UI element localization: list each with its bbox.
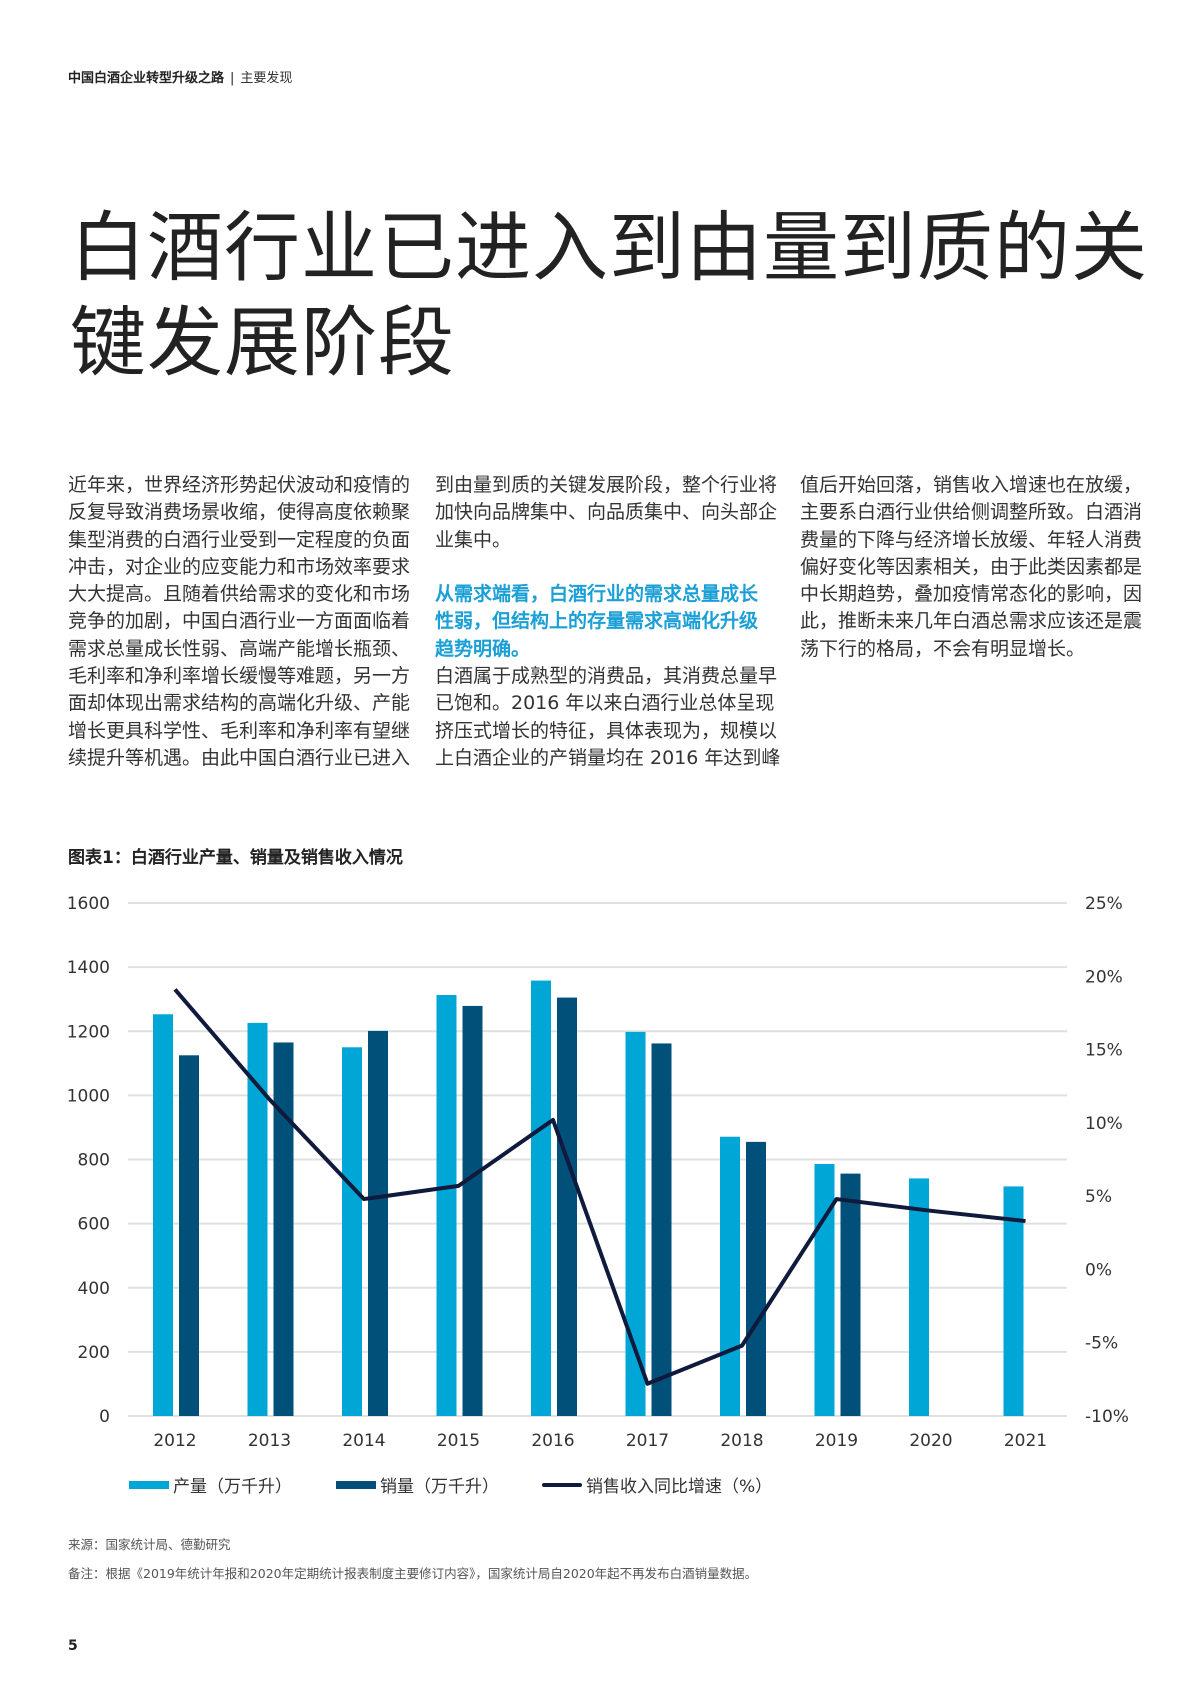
- x-axis-tick-label: 2015: [437, 1431, 480, 1451]
- text-line: 已饱和。2016 年以来白酒行业总体呈现: [435, 692, 775, 715]
- x-axis-tick-label: 2019: [815, 1431, 858, 1451]
- bar-production: [814, 1163, 835, 1416]
- text-line: 中长期趋势，叠加疫情常态化的影响，因: [800, 583, 1143, 606]
- right-axis-tick-label: 5%: [1085, 1187, 1112, 1207]
- bar-sales: [746, 1141, 766, 1416]
- legend-label: 销量（万千升）: [380, 1477, 499, 1497]
- text-line: 大大提高。且随着供给需求的变化和市场: [68, 583, 411, 606]
- left-axis-tick-label: 0: [99, 1407, 110, 1427]
- bar-sales: [651, 1043, 672, 1416]
- source-note: 来源：国家统计局、德勤研究: [68, 1537, 231, 1552]
- text-line: 毛利率和净利率增长缓慢等难题，另一方: [68, 665, 411, 688]
- text-line: 费量的下降与经济增长放缓、年轻人消费: [800, 528, 1143, 551]
- bar-production: [531, 980, 551, 1416]
- highlight-line: 性弱，但结构上的存量需求高端化升级: [435, 610, 759, 633]
- bar-production: [153, 1014, 173, 1416]
- body-column-2: 到由量到质的关键发展阶段，整个行业将 加快向品牌集中、向品质集中、向头部企 业集中。…: [435, 472, 785, 772]
- body-column-3: 值后开始回落，销售收入增速也在放缓， 主要系白酒行业供给侧调整所致。白酒消 费量的下…: [800, 472, 1150, 663]
- body-column-1: 近年来，世界经济形势起伏波动和疫情的 反复导致消费场景收缩，使得高度依赖聚 集型消费…: [68, 472, 418, 772]
- text-line: 加快向品牌集中、向品质集中、向头部企: [435, 501, 778, 524]
- x-axis-tick-label: 2017: [626, 1431, 669, 1451]
- text-line: 挤压式增长的特征，具体表现为，规模以: [435, 719, 778, 742]
- text-line: 荡下行的格局，不会有明显增长。: [800, 637, 1086, 660]
- right-axis-tick-label: -5%: [1085, 1334, 1118, 1354]
- page-title-line-1: 白酒行业已进入到由量到质的关: [70, 203, 1148, 292]
- text-line: 近年来，世界经济形势起伏波动和疫情的: [68, 474, 411, 496]
- bar-sales: [462, 1005, 483, 1416]
- text-line: 增长更具科学性、毛利率和净利率有望继: [68, 719, 411, 742]
- left-axis-tick-label: 800: [78, 1151, 110, 1171]
- legend-label: 产量（万千升）: [173, 1477, 292, 1497]
- page-title-line-2: 键发展阶段: [70, 298, 455, 387]
- left-axis-tick-label: 1000: [67, 1086, 110, 1106]
- text-line: 值后开始回落，销售收入增速也在放缓，: [800, 474, 1143, 496]
- bar-production: [909, 1178, 929, 1416]
- x-axis-tick-label: 2012: [153, 1431, 196, 1451]
- bar-production: [625, 1031, 646, 1416]
- text-line: 冲击，对企业的应变能力和市场效率要求: [68, 555, 411, 578]
- highlight-line: 趋势明确。: [435, 637, 531, 660]
- x-axis-tick-label: 2013: [248, 1431, 291, 1451]
- text-line: 反复导致消费场景收缩，使得高度依赖聚: [68, 501, 411, 524]
- x-axis-tick-label: 2018: [720, 1431, 763, 1451]
- bar-sales: [557, 997, 577, 1416]
- x-axis-tick-label: 2020: [909, 1431, 952, 1451]
- text-line: 此，推断未来几年白酒总需求应该还是震: [800, 610, 1143, 633]
- legend-item-production: 产量（万千升）: [129, 1472, 292, 1497]
- legend-item-revenue-growth: 销售收入同比增速（%）: [542, 1472, 772, 1497]
- bar-sales: [179, 1055, 199, 1416]
- legend-label: 销售收入同比增速（%）: [586, 1477, 773, 1497]
- page-title: 白酒行业已进入到由量到质的关 键发展阶段: [70, 200, 1148, 390]
- text-line: 续提升等机遇。由此中国白酒行业已进入: [68, 746, 411, 769]
- left-axis-tick-label: 200: [78, 1343, 110, 1363]
- bar-production: [436, 995, 457, 1416]
- text-line: 偏好变化等因素相关，由于此类因素都是: [800, 555, 1143, 578]
- bar-sales: [840, 1173, 861, 1416]
- line-revenue-growth: [173, 988, 1026, 1386]
- running-header: 中国白酒企业转型升级之路 | 主要发现: [68, 67, 292, 86]
- bar-production: [1003, 1186, 1024, 1416]
- x-axis-tick-label: 2021: [1004, 1431, 1047, 1451]
- text-line: 到由量到质的关键发展阶段，整个行业将: [435, 474, 778, 496]
- text-line: 竞争的加剧，中国白酒行业一方面面临着: [68, 610, 411, 633]
- header-separator: |: [230, 71, 235, 86]
- text-line: 集型消费的白酒行业受到一定程度的负面: [68, 528, 411, 551]
- footnote: 备注：根据《2019年统计年报和2020年定期统计报表制度主要修订内容》，国家统…: [68, 1566, 758, 1581]
- bar-sales: [368, 1030, 388, 1416]
- bar-production: [720, 1136, 740, 1416]
- legend-line-revenue-growth: [542, 1482, 582, 1487]
- left-axis-tick-label: 400: [78, 1279, 110, 1299]
- text-line: 主要系白酒行业供给侧调整所致。白酒消: [800, 501, 1143, 524]
- text-line: 白酒属于成熟型的消费品，其消费总量早: [435, 665, 778, 688]
- right-axis-tick-label: 15%: [1085, 1041, 1123, 1061]
- x-axis-tick-label: 2014: [342, 1431, 385, 1451]
- left-axis-tick-label: 600: [78, 1215, 110, 1235]
- legend-swatch-production: [129, 1480, 169, 1489]
- right-axis-tick-label: 0%: [1085, 1260, 1112, 1280]
- bar-production: [342, 1047, 362, 1416]
- x-axis-tick-label: 2016: [531, 1431, 574, 1451]
- page-number: 5: [68, 1638, 78, 1654]
- text-line: 业集中。: [435, 528, 512, 551]
- text-line: 面却体现出需求结构的高端化升级、产能: [68, 692, 411, 715]
- right-axis-tick-label: 20%: [1085, 967, 1123, 987]
- highlight-line: 从需求端看，白酒行业的需求总量成长: [435, 583, 759, 606]
- bar-sales: [273, 1042, 294, 1416]
- section-name: 主要发现: [240, 71, 293, 86]
- legend-item-sales: 销量（万千升）: [336, 1472, 499, 1497]
- left-axis-tick-label: 1600: [67, 894, 110, 914]
- right-axis-tick-label: -10%: [1085, 1407, 1129, 1427]
- bar-production: [247, 1022, 268, 1416]
- right-axis-tick-label: 25%: [1085, 894, 1123, 914]
- legend-swatch-sales: [336, 1480, 376, 1489]
- text-line: 需求总量成长性弱、高端产能增长瓶颈、: [68, 637, 411, 660]
- text-line: 上白酒企业的产销量均在 2016 年达到峰: [435, 746, 781, 769]
- left-axis-tick-label: 1200: [67, 1022, 110, 1042]
- left-axis-tick-label: 1400: [67, 958, 110, 978]
- right-axis-tick-label: 10%: [1085, 1114, 1123, 1134]
- chart-title: 图表1：白酒行业产量、销量及销售收入情况: [68, 848, 403, 868]
- document-title: 中国白酒企业转型升级之路: [68, 71, 225, 86]
